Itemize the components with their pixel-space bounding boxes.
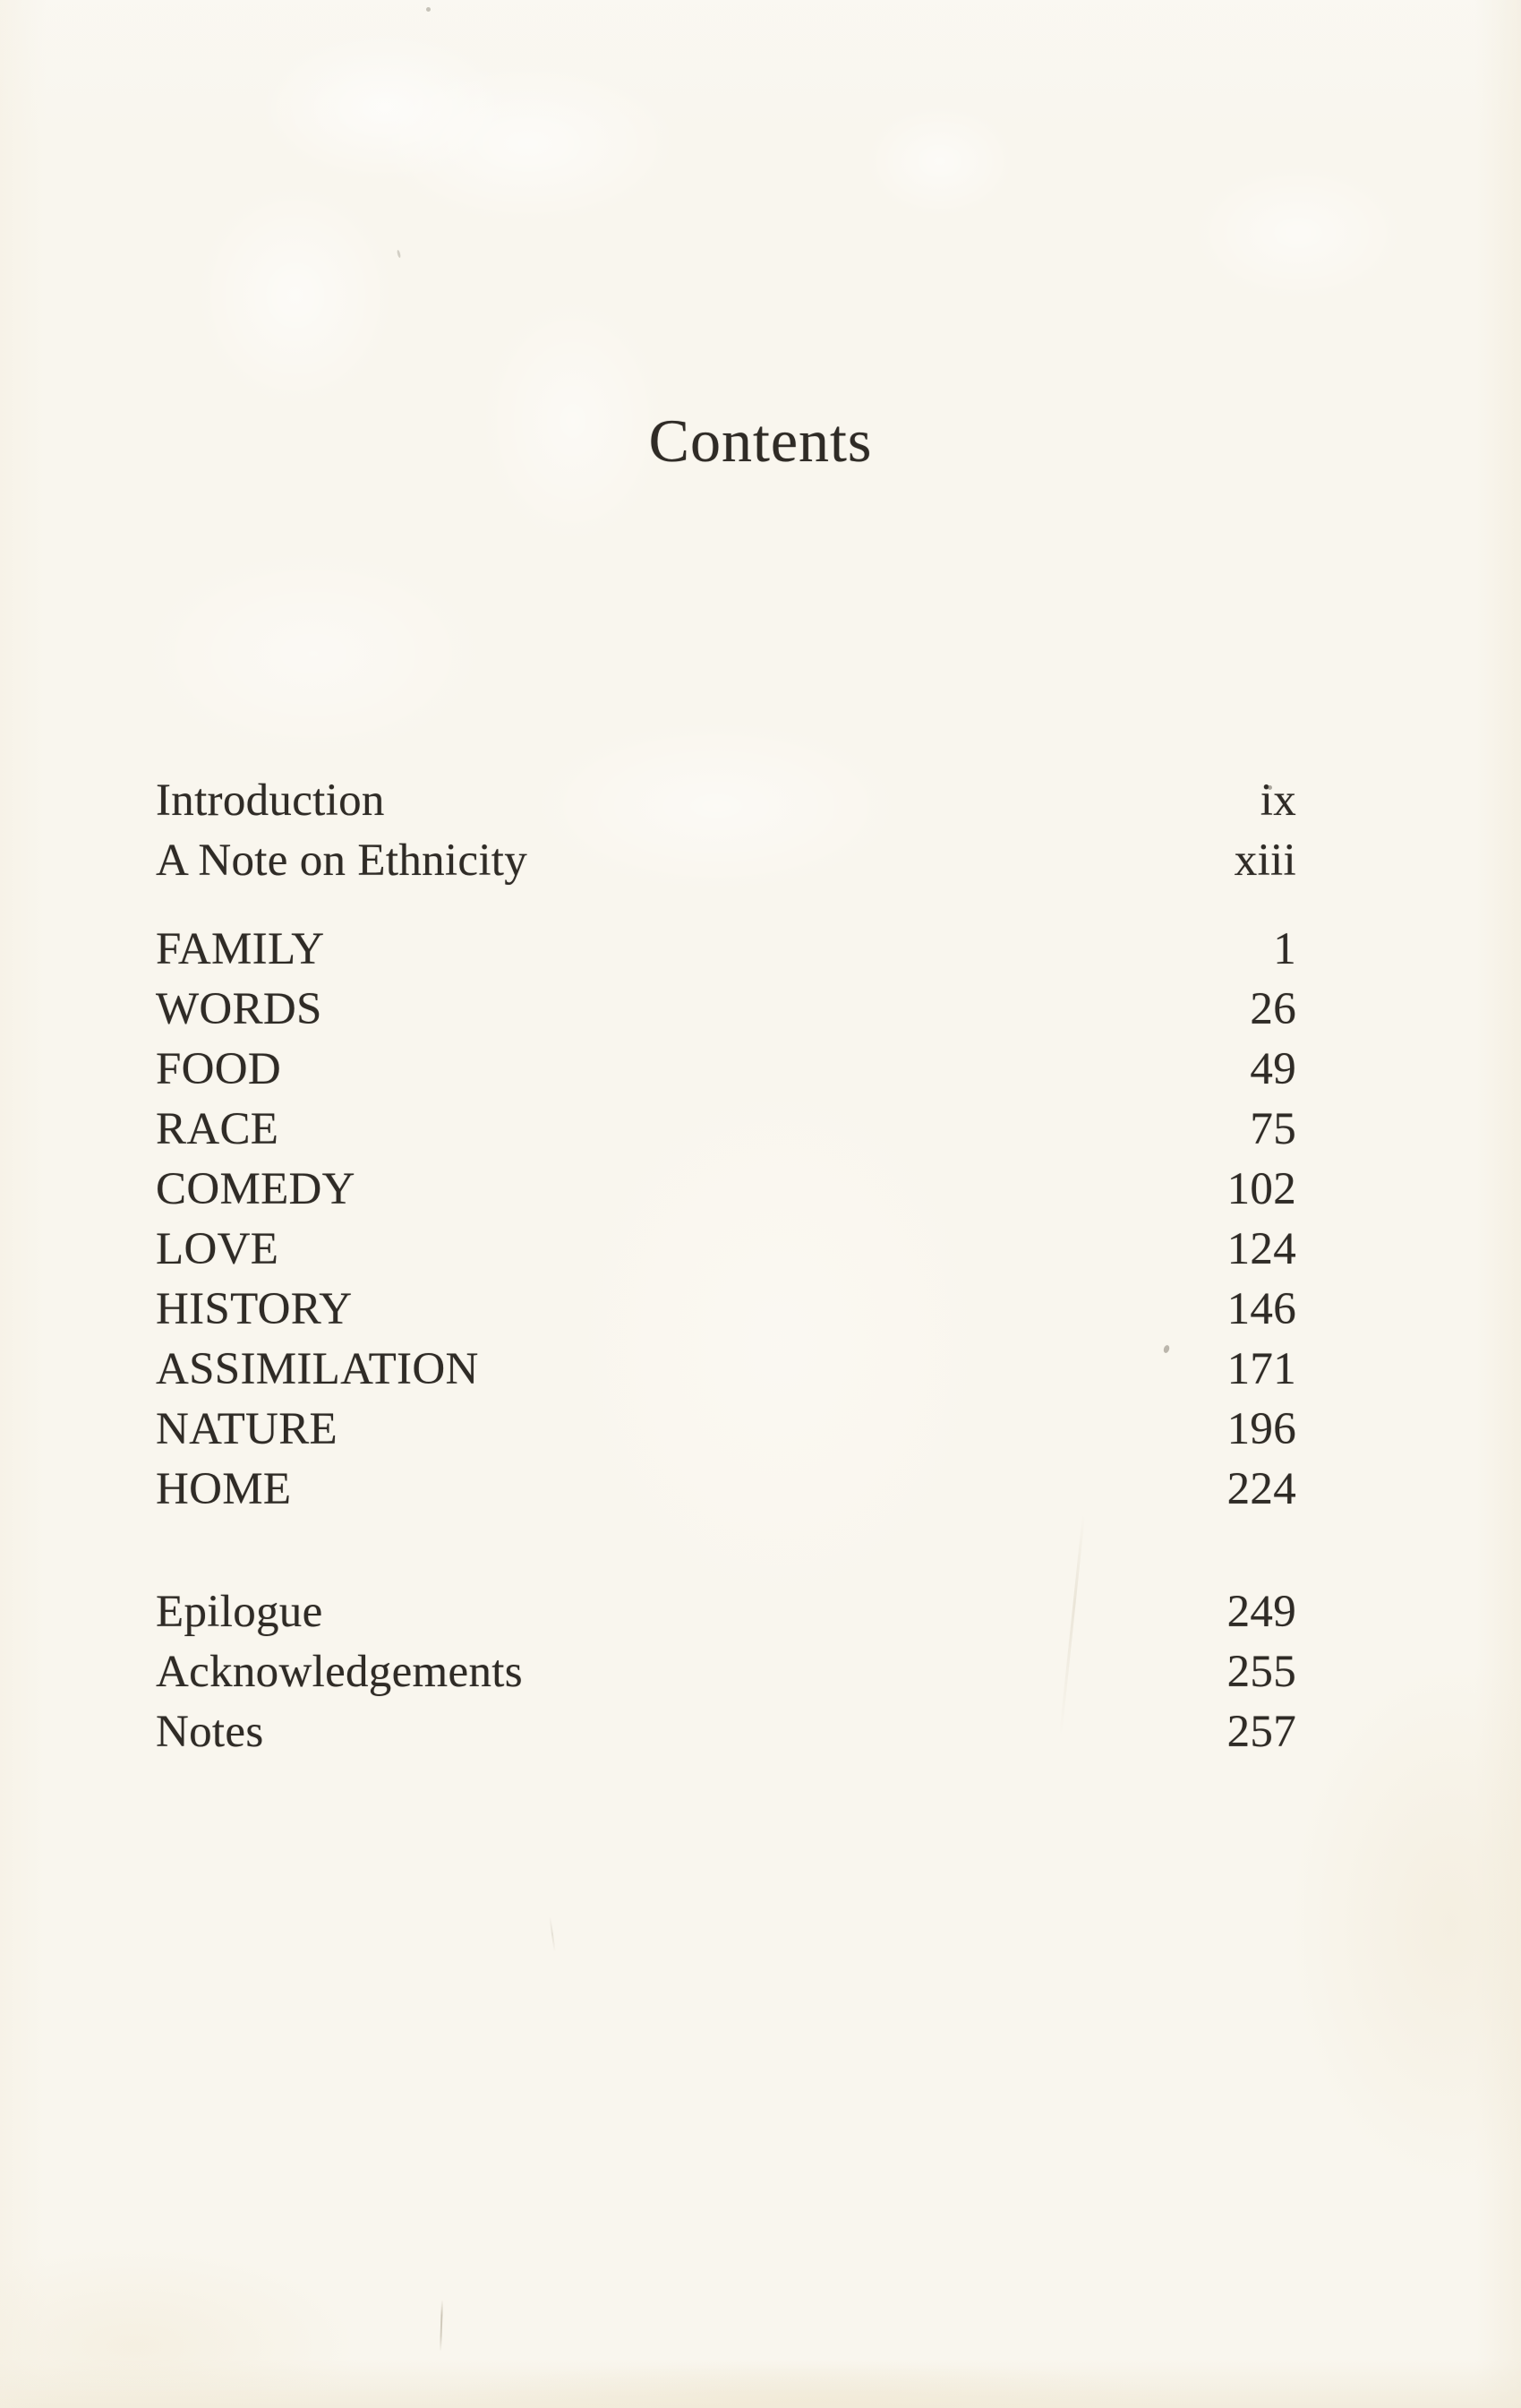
toc-row-introduction: Introduction ix bbox=[156, 771, 1296, 831]
toc-entry-page: 224 bbox=[1226, 1464, 1296, 1514]
toc-entry-label: HISTORY bbox=[156, 1284, 353, 1334]
toc-row-notes: Notes 257 bbox=[156, 1702, 1296, 1762]
toc-entry-label: ASSIMILATION bbox=[156, 1344, 479, 1394]
toc-front-matter: Introduction ix A Note on Ethnicity xiii bbox=[156, 771, 1296, 891]
toc-entry-label: HOME bbox=[156, 1464, 292, 1514]
toc-entry-page: 49 bbox=[1250, 1044, 1296, 1094]
toc-entry-page: 257 bbox=[1226, 1707, 1296, 1757]
toc-entry-page: xiii bbox=[1234, 836, 1296, 886]
toc-row-note-on-ethnicity: A Note on Ethnicity xiii bbox=[156, 831, 1296, 891]
toc-entry-page: ix bbox=[1260, 776, 1296, 826]
toc-entry-label: FOOD bbox=[156, 1044, 282, 1094]
toc-row-home: HOME 224 bbox=[156, 1460, 1296, 1520]
toc-entry-page: 102 bbox=[1226, 1164, 1296, 1214]
toc-row-nature: NATURE 196 bbox=[156, 1400, 1296, 1460]
toc-entry-label: LOVE bbox=[156, 1224, 279, 1274]
toc-entry-label: WORDS bbox=[156, 984, 322, 1034]
toc-entry-label: A Note on Ethnicity bbox=[156, 836, 528, 886]
scan-speck bbox=[426, 7, 431, 12]
toc-row-acknowledgements: Acknowledgements 255 bbox=[156, 1642, 1296, 1702]
toc-entry-page: 196 bbox=[1226, 1404, 1296, 1454]
toc-entry-label: Notes bbox=[156, 1707, 264, 1757]
toc-entry-page: 26 bbox=[1250, 984, 1296, 1034]
scan-crease bbox=[439, 2299, 444, 2352]
toc-row-comedy: COMEDY 102 bbox=[156, 1160, 1296, 1220]
toc-entry-page: 249 bbox=[1226, 1587, 1296, 1637]
toc-row-words: WORDS 26 bbox=[156, 980, 1296, 1040]
toc-row-food: FOOD 49 bbox=[156, 1040, 1296, 1100]
toc-row-race: RACE 75 bbox=[156, 1100, 1296, 1160]
page-title: Contents bbox=[648, 407, 873, 475]
toc-entry-page: 75 bbox=[1250, 1104, 1296, 1154]
scan-crease bbox=[549, 1916, 556, 1952]
toc-row-history: HISTORY 146 bbox=[156, 1280, 1296, 1340]
toc-entry-label: Epilogue bbox=[156, 1587, 323, 1637]
toc-chapters: FAMILY 1 WORDS 26 FOOD 49 RACE 75 COMEDY… bbox=[156, 920, 1296, 1520]
scan-speck bbox=[396, 249, 402, 259]
toc-entry-page: 1 bbox=[1273, 924, 1296, 974]
toc-entry-label: Acknowledgements bbox=[156, 1647, 523, 1697]
toc-row-assimilation: ASSIMILATION 171 bbox=[156, 1340, 1296, 1400]
toc-row-epilogue: Epilogue 249 bbox=[156, 1582, 1296, 1642]
toc-entry-label: Introduction bbox=[156, 776, 385, 826]
toc-row-family: FAMILY 1 bbox=[156, 920, 1296, 980]
toc-entry-page: 124 bbox=[1226, 1224, 1296, 1274]
toc-entry-label: COMEDY bbox=[156, 1164, 355, 1214]
toc-entry-label: RACE bbox=[156, 1104, 279, 1154]
toc-entry-label: NATURE bbox=[156, 1404, 338, 1454]
toc-row-love: LOVE 124 bbox=[156, 1220, 1296, 1280]
toc-back-matter: Epilogue 249 Acknowledgements 255 Notes … bbox=[156, 1582, 1296, 1762]
toc-entry-page: 171 bbox=[1226, 1344, 1296, 1394]
toc-entry-label: FAMILY bbox=[156, 924, 325, 974]
toc-entry-page: 146 bbox=[1226, 1284, 1296, 1334]
scan-speck bbox=[1268, 785, 1272, 790]
toc-entry-page: 255 bbox=[1226, 1647, 1296, 1697]
